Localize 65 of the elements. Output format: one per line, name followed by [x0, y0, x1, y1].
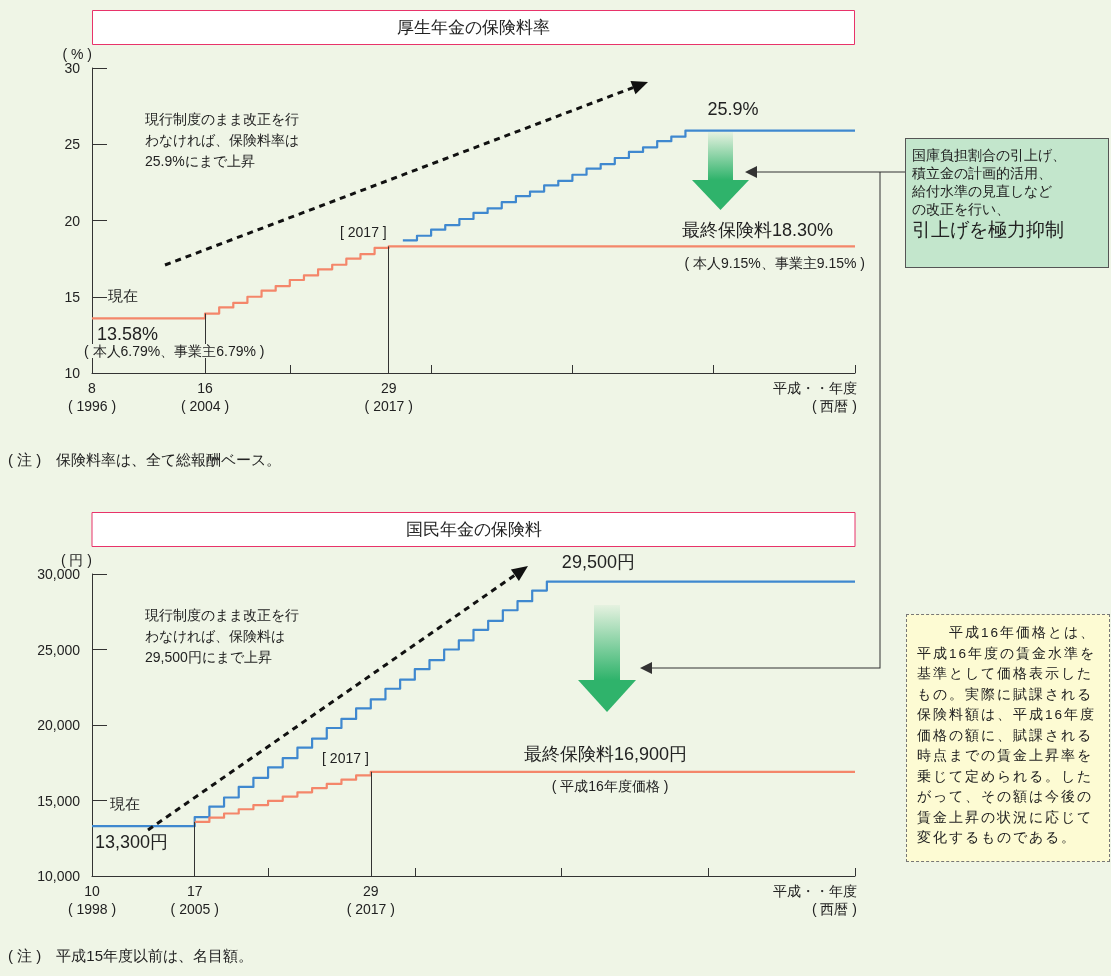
x-axis-title: 平成・・年度	[773, 380, 857, 396]
annotation: 現在	[108, 287, 138, 304]
text: ( 注 ) 保険料率は、全て総報酬ベース。	[8, 451, 282, 468]
x-tick-label: 29	[380, 380, 397, 396]
x-tick-label: 10	[84, 883, 100, 899]
annotation: 29,500円にまで上昇	[145, 649, 272, 665]
y-tick-label: 15	[64, 288, 81, 305]
text: 平成16年価格とは、	[948, 624, 1098, 642]
annotation: 25.9%にまで上昇	[145, 153, 255, 169]
annotation: ( 本人9.15%、事業主9.15% )	[684, 255, 865, 271]
y-tick-label: 20,000	[37, 717, 81, 733]
annotation: 25.9%	[707, 98, 759, 119]
y-tick-label: 20	[64, 212, 81, 229]
y-tick-label: 15,000	[37, 792, 81, 809]
annotation: 13,300円	[95, 832, 169, 853]
x-tick-label: 29	[363, 883, 379, 899]
y-tick-label: 10	[64, 365, 81, 381]
x-tick-label: 17	[186, 883, 203, 899]
y-axis-title: ( % )	[62, 46, 92, 63]
text: 引上げを極力抑制	[912, 218, 1065, 242]
annotation: ( 平成16年度価格 )	[551, 778, 669, 794]
annotation: 最終保険料16,900円	[524, 743, 688, 764]
x2-tick-label: ( 2017 )	[346, 901, 395, 917]
annotation: 最終保険料18.30%	[681, 220, 833, 241]
y-axis-title: ( 円 )	[60, 552, 92, 569]
x-tick-label: 8	[88, 380, 97, 396]
text: 価格の額に、賦課される	[917, 726, 1094, 745]
x2-tick-label: ( 2017 )	[364, 398, 413, 414]
text: 変化するものである。	[917, 829, 1078, 847]
text: もの。実際に賦課される	[917, 685, 1094, 704]
x-axis-title: 平成・・年度	[773, 883, 857, 899]
annotation: 現在	[110, 795, 140, 812]
text: 国庫負担割合の引上げ、	[912, 146, 1067, 164]
text: 平成16年度の賃金水準を	[917, 644, 1098, 663]
text: 給付水準の見直しなど	[912, 182, 1053, 200]
annotation: 現行制度のまま改正を行	[145, 111, 299, 127]
x2-tick-label: ( 1996 )	[67, 398, 117, 414]
x2-axis-title: ( 西暦 )	[811, 901, 857, 917]
x-tick-label: 16	[197, 380, 214, 396]
text: 積立金の計画的活用、	[912, 164, 1053, 182]
x2-axis-title: ( 西暦 )	[811, 398, 857, 414]
chart-title: 国民年金の保険料	[405, 520, 542, 539]
text: 保険料額は、平成16年度	[917, 706, 1098, 724]
y-tick-label: 10,000	[37, 868, 81, 884]
annotation: [ 2017 ]	[322, 749, 369, 766]
y-tick-label: 25,000	[37, 641, 81, 658]
annotation: 29,500円	[561, 551, 635, 572]
chart-title: 厚生年金の保険料率	[397, 18, 550, 37]
text: 基準として価格表示した	[917, 665, 1094, 683]
annotation: 13.58%	[97, 324, 159, 345]
text: ( 注 ) 平成15年度以前は、名目額。	[8, 947, 254, 964]
text: 賃金上昇の状況に応じて	[917, 808, 1094, 827]
text: 時点までの賃金上昇率を	[917, 747, 1094, 765]
text: の改正を行い、	[912, 200, 1011, 218]
text: がって、その額は今後の	[917, 788, 1094, 806]
x2-tick-label: ( 1998 )	[67, 901, 117, 917]
annotation: [ 2017 ]	[340, 224, 387, 241]
y-tick-label: 25	[64, 136, 81, 153]
text: 乗じて定められる。した	[917, 767, 1094, 786]
annotation: 現行制度のまま改正を行	[145, 607, 299, 623]
annotation: わなければ、保険料は	[145, 628, 285, 644]
x2-tick-label: ( 2004 )	[180, 398, 230, 414]
annotation: わなければ、保険料率は	[145, 132, 299, 148]
annotation: ( 本人6.79%、事業主6.79% )	[84, 343, 265, 359]
x2-tick-label: ( 2005 )	[170, 901, 219, 917]
